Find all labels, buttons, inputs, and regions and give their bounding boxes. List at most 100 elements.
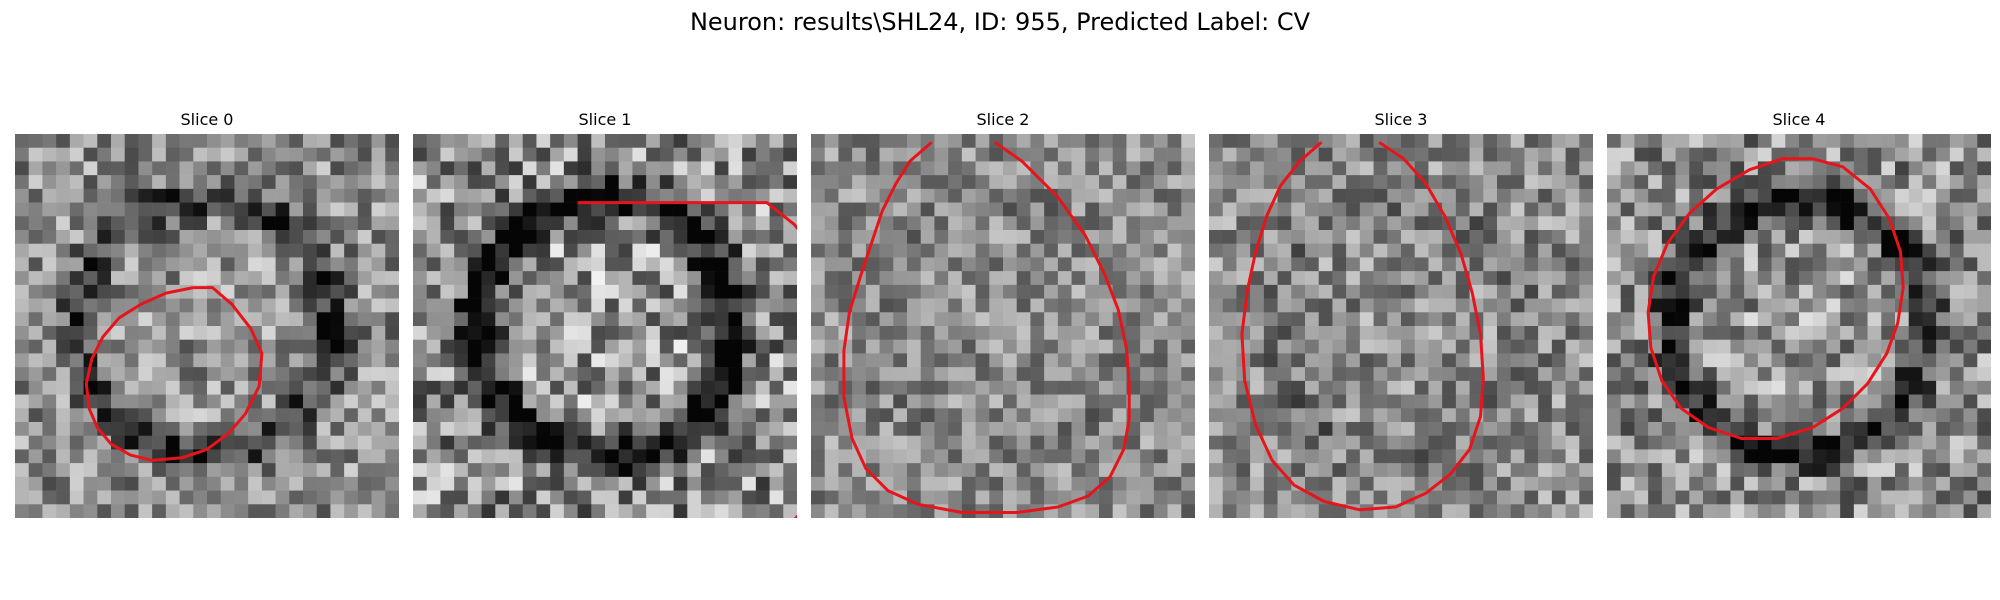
pixel	[97, 353, 112, 368]
pixel	[1044, 380, 1059, 395]
pixel	[357, 422, 372, 437]
pixel	[1565, 230, 1580, 245]
pixel	[934, 230, 949, 245]
pixel	[193, 339, 208, 354]
pixel	[1442, 476, 1457, 491]
pixel	[1469, 202, 1484, 217]
pixel	[42, 490, 57, 505]
pixel	[1867, 463, 1882, 478]
pixel	[1291, 326, 1306, 341]
pixel	[220, 408, 235, 423]
pixel	[893, 463, 908, 478]
pixel	[330, 476, 345, 491]
pixel	[879, 230, 894, 245]
pixel	[1853, 243, 1868, 258]
pixel	[413, 134, 428, 149]
pixel	[1510, 216, 1525, 231]
pixel	[220, 504, 235, 518]
pixel	[961, 257, 976, 272]
pixel	[1963, 257, 1978, 272]
pixel	[83, 312, 98, 327]
pixel	[769, 312, 784, 327]
pixel	[1648, 422, 1663, 437]
pixel	[1799, 243, 1814, 258]
pixel	[714, 490, 729, 505]
pixel	[1579, 243, 1593, 258]
pixel	[426, 216, 441, 231]
pixel	[755, 449, 770, 464]
pixel	[536, 202, 551, 217]
pixel	[15, 367, 30, 382]
pixel	[1977, 312, 1991, 327]
pixel	[1648, 243, 1663, 258]
pixel	[934, 257, 949, 272]
pixel	[948, 380, 963, 395]
pixel	[563, 147, 578, 162]
pixel	[138, 312, 153, 327]
pixel	[948, 271, 963, 286]
pixel	[330, 175, 345, 190]
pixel	[440, 463, 455, 478]
pixel	[1181, 326, 1195, 341]
pixel	[646, 257, 661, 272]
pixel	[1057, 216, 1072, 231]
pixel	[1620, 422, 1635, 437]
pixel	[591, 367, 606, 382]
pixel	[454, 243, 469, 258]
pixel	[755, 312, 770, 327]
pixel	[522, 326, 537, 341]
pixel	[659, 504, 674, 518]
pixel	[42, 504, 57, 518]
pixel	[1607, 408, 1622, 423]
pixel	[852, 216, 867, 231]
pixel	[385, 271, 399, 286]
pixel	[755, 422, 770, 437]
pixel	[165, 463, 180, 478]
pixel	[618, 284, 633, 299]
pixel	[1277, 147, 1292, 162]
pixel	[1840, 202, 1855, 217]
pixel	[220, 476, 235, 491]
pixel	[1565, 298, 1580, 313]
pixel	[1703, 243, 1718, 258]
pixel	[920, 339, 935, 354]
pixel	[1209, 134, 1224, 149]
pixel	[28, 257, 43, 272]
pixel	[1551, 380, 1566, 395]
pixel	[783, 202, 797, 217]
pixel	[728, 490, 743, 505]
pixel	[1867, 339, 1882, 354]
pixel	[330, 188, 345, 203]
pixel	[234, 298, 249, 313]
pixel	[659, 188, 674, 203]
pixel	[344, 353, 359, 368]
pixel	[1016, 326, 1031, 341]
pixel	[426, 476, 441, 491]
pixel	[1291, 422, 1306, 437]
pixel	[15, 326, 30, 341]
pixel	[618, 463, 633, 478]
pixel	[1634, 367, 1649, 382]
pixel	[1003, 353, 1018, 368]
pixel	[1167, 326, 1182, 341]
pixel	[769, 353, 784, 368]
pixel	[1044, 257, 1059, 272]
pixel	[577, 408, 592, 423]
pixel	[577, 504, 592, 518]
pixel	[1332, 422, 1347, 437]
pixel	[701, 271, 716, 286]
pixel	[1483, 504, 1498, 518]
pixel	[1442, 339, 1457, 354]
pixel	[42, 257, 57, 272]
pixel	[481, 202, 496, 217]
pixel	[344, 298, 359, 313]
pixel	[1977, 367, 1991, 382]
pixel	[659, 367, 674, 382]
pixel	[193, 230, 208, 245]
pixel	[687, 367, 702, 382]
pixel	[907, 476, 922, 491]
pixel	[1401, 408, 1416, 423]
pixel	[357, 161, 372, 176]
pixel	[207, 134, 222, 149]
pixel	[577, 463, 592, 478]
